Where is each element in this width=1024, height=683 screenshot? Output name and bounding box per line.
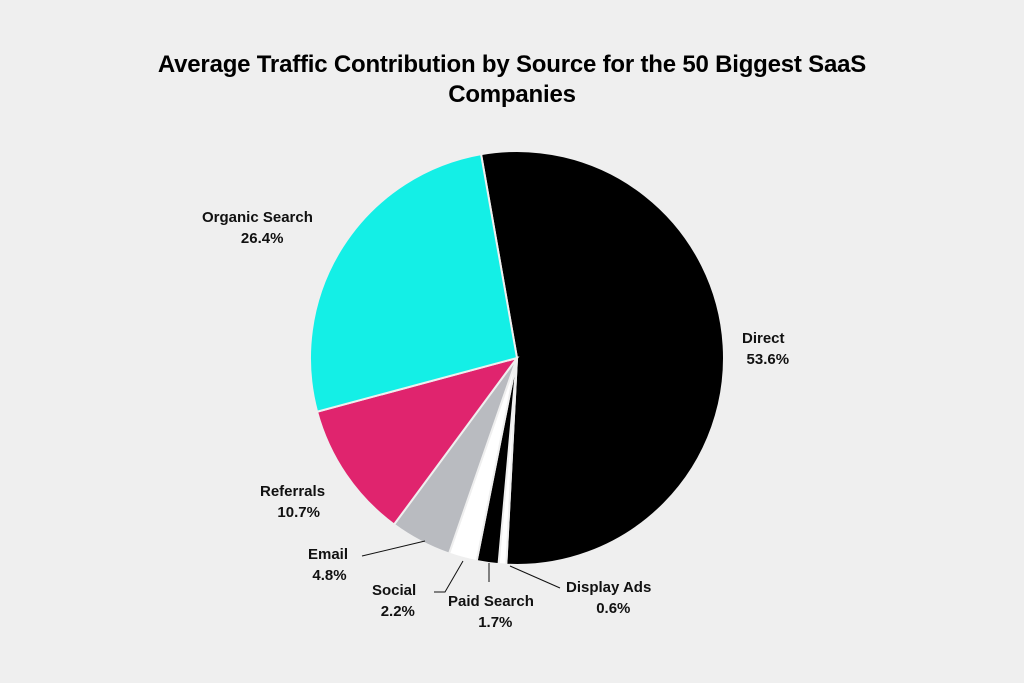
- slice-label-direct: Direct: [742, 330, 785, 347]
- chart-title-line-2: Companies: [448, 81, 576, 108]
- slice-value-email: 4.8%: [312, 567, 346, 584]
- leader-line-display-ads: [509, 565, 561, 589]
- leader-line-email: [361, 540, 426, 557]
- slice-label-organic-search: Organic Search: [202, 209, 313, 226]
- pie-slice-organic-search: [309, 152, 519, 413]
- chart-title-line-1: Average Traffic Contribution by Source f…: [157, 51, 867, 78]
- slice-value-display-ads: 0.6%: [596, 600, 630, 617]
- slice-label-email: Email: [308, 546, 348, 563]
- slice-label-social: Social: [372, 582, 416, 599]
- slice-value-social: 2.2%: [381, 603, 415, 620]
- slice-label-paid-search: Paid Search: [448, 593, 534, 610]
- pie-slice-referrals: [315, 356, 520, 526]
- pie-slice-direct: [479, 150, 725, 566]
- slice-value-paid-search: 1.7%: [478, 614, 512, 631]
- slice-value-referrals: 10.7%: [277, 504, 320, 521]
- slice-value-direct: 53.6%: [747, 351, 790, 368]
- slice-label-referrals: Referrals: [260, 483, 325, 500]
- leader-line-social: [434, 560, 464, 593]
- slice-value-organic-search: 26.4%: [241, 230, 284, 247]
- slice-label-display-ads: Display Ads: [566, 579, 651, 596]
